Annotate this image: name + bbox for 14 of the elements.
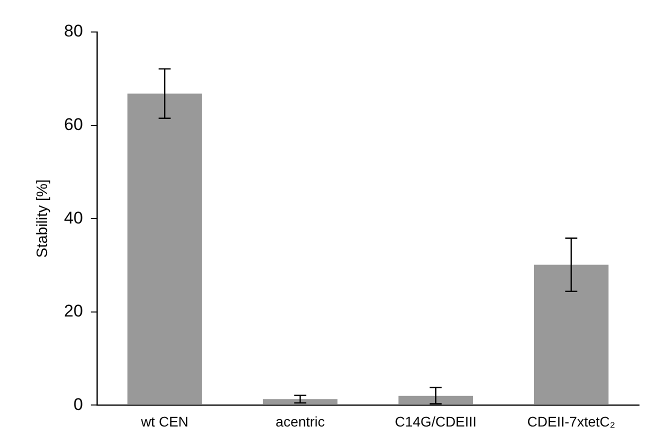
y-tick-label: 0 — [73, 394, 83, 414]
bar — [127, 94, 202, 405]
y-tick-label: 80 — [64, 22, 83, 41]
y-tick-label: 60 — [64, 114, 83, 134]
x-tick-label: wt CEN — [140, 413, 188, 430]
x-tick-label: acentric — [276, 413, 325, 430]
x-tick-label: CDEII-7xtetC₂ — [527, 413, 616, 430]
bar — [262, 399, 338, 405]
y-tick-label: 20 — [64, 302, 83, 321]
y-tick-label: 40 — [64, 208, 83, 228]
x-tick-label: C14G/CDEIII — [394, 413, 477, 430]
y-axis-title: Stability [%] — [34, 179, 52, 258]
bar — [534, 264, 609, 405]
bar — [398, 396, 473, 405]
